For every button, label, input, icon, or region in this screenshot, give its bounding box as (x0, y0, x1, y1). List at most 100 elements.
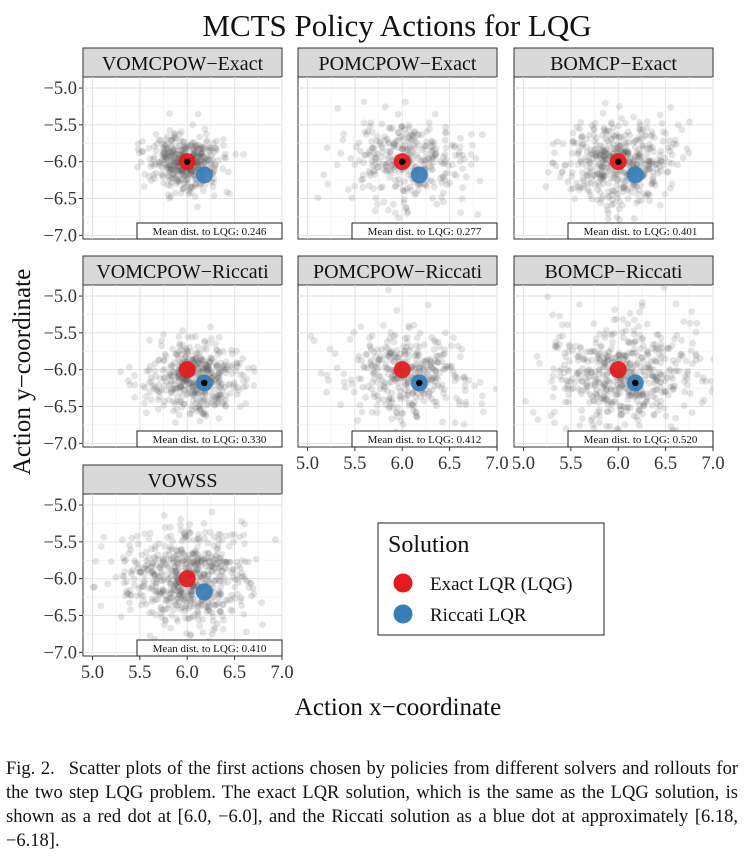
action-point (629, 158, 637, 166)
action-point (198, 145, 206, 153)
action-point (615, 352, 623, 359)
action-point (190, 557, 198, 565)
action-point (694, 371, 701, 378)
action-point (373, 409, 381, 417)
action-point (167, 572, 175, 580)
action-point (199, 355, 207, 363)
action-point (412, 190, 420, 198)
action-point (176, 590, 184, 598)
x-tick-label: 6.0 (607, 454, 630, 474)
action-point (451, 419, 459, 427)
action-point (433, 398, 440, 406)
action-point (139, 382, 147, 390)
action-point (136, 149, 143, 157)
action-point (625, 349, 633, 357)
action-point (213, 346, 220, 354)
action-point (385, 140, 392, 148)
action-point (659, 137, 667, 145)
panel-strip (82, 47, 283, 78)
action-point (427, 166, 435, 174)
action-point (197, 150, 205, 158)
action-point (190, 388, 197, 396)
action-point (168, 566, 176, 574)
action-point (418, 156, 426, 164)
action-point (604, 356, 612, 364)
action-point (649, 344, 657, 352)
action-point (173, 142, 180, 150)
action-point (193, 350, 200, 357)
action-point (414, 131, 421, 139)
action-point (556, 373, 564, 381)
action-point (591, 424, 598, 432)
action-point (576, 422, 584, 429)
action-point (195, 534, 203, 542)
action-point (460, 373, 468, 381)
action-point (358, 408, 366, 416)
action-point (382, 360, 390, 368)
action-point (131, 372, 138, 380)
action-point (625, 158, 632, 166)
action-point (609, 338, 616, 346)
action-point (144, 565, 152, 573)
action-point (170, 398, 177, 405)
action-point (624, 195, 632, 203)
action-point (587, 368, 595, 376)
action-point (207, 562, 215, 570)
action-point (162, 154, 170, 162)
action-point (206, 578, 213, 586)
action-point (142, 562, 150, 570)
action-point (201, 361, 209, 369)
action-point (613, 354, 620, 361)
action-point (182, 345, 190, 353)
action-point (199, 556, 207, 564)
action-point (360, 98, 368, 106)
action-point (601, 149, 609, 157)
action-point (604, 164, 611, 172)
riccati-lqr-dot (195, 583, 213, 601)
action-point (408, 136, 415, 144)
action-point (179, 393, 187, 400)
action-point (408, 401, 416, 409)
action-point (179, 376, 187, 383)
action-point (450, 170, 458, 178)
action-point (143, 601, 151, 608)
action-point (621, 421, 629, 428)
action-point (242, 628, 250, 636)
action-point (600, 358, 608, 366)
action-point (395, 214, 402, 222)
action-point (630, 181, 638, 189)
action-point (647, 364, 655, 372)
action-point (146, 155, 154, 163)
action-point (159, 163, 166, 171)
action-point (385, 139, 392, 146)
action-point (587, 391, 594, 399)
action-point (618, 115, 626, 122)
action-point (179, 549, 187, 557)
action-point (138, 551, 146, 559)
action-point (202, 412, 210, 420)
action-point (699, 377, 706, 385)
action-point (176, 381, 184, 389)
action-point (197, 157, 205, 164)
action-point (618, 184, 626, 192)
action-point (405, 402, 413, 409)
action-point (167, 581, 175, 588)
action-point (166, 579, 174, 587)
action-point (215, 593, 223, 601)
action-point (666, 367, 674, 375)
action-point (692, 356, 700, 364)
action-point (129, 566, 137, 574)
action-point (668, 180, 676, 188)
action-point (579, 140, 586, 148)
action-point (595, 419, 603, 426)
action-point (205, 162, 213, 169)
action-point (156, 160, 164, 168)
action-point (412, 393, 420, 401)
action-point (628, 366, 636, 374)
action-point (615, 350, 623, 357)
action-point (159, 173, 167, 181)
action-point (577, 158, 585, 166)
action-point (384, 344, 392, 352)
action-point (186, 380, 194, 388)
action-point (411, 191, 419, 198)
